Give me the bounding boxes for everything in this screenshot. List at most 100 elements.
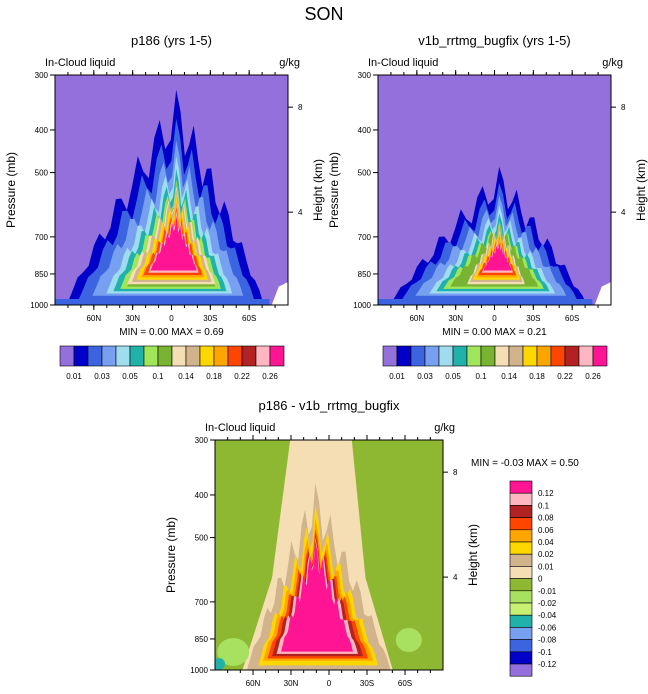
panel-title: p186 - v1b_rrtmg_bugfix [259,398,400,413]
colorbar-swatch [509,553,533,567]
colorbar-label: 0.05 [445,372,461,381]
x-tick-label: 30S [526,314,540,323]
colorbar-swatch [143,345,159,367]
colorbar-label: -0.01 [538,587,557,596]
colorbar-label: 0.01 [538,562,554,571]
colorbar-label: -0.12 [538,660,557,669]
contour-patch [217,638,250,666]
plot-area [215,440,443,670]
x-tick-label: 60S [242,314,256,323]
colorbar-label: 0.05 [122,372,138,381]
boundary-layer-band [378,299,593,305]
colorbar-label: 0.1 [152,372,164,381]
x-tick-label: 30S [360,679,374,688]
colorbar-swatch [509,614,533,628]
colorbar-label: -0.06 [538,623,557,632]
contour-band [483,241,512,271]
colorbar-swatch [199,345,215,367]
y2-tick-label: 8 [453,468,458,477]
colorbar-swatch [424,345,440,367]
surface-mask [271,282,288,305]
colorbar-swatch [115,345,131,367]
colorbar-swatch [157,345,173,367]
y-tick-label: 850 [358,270,372,279]
colorbar-label: 0.22 [557,372,573,381]
colorbar-swatch [509,590,533,604]
panel-left-label: In-Cloud liquid [45,57,115,69]
y-tick-label: 400 [358,126,372,135]
colorbar-swatch [509,627,533,640]
colorbar-swatch [509,492,533,506]
colorbar-swatch [410,345,426,367]
panel-units-label: g/kg [434,422,455,434]
y-tick-label: 1000 [190,666,208,675]
panel-units-label: g/kg [602,57,623,69]
x-tick-label: 30N [448,314,463,323]
colorbar-swatch [550,345,566,367]
y-tick-label: 700 [195,598,209,607]
colorbar-swatch [509,651,533,665]
y-tick-label: 500 [358,169,372,178]
contour-band [281,540,353,652]
y-tick-label: 700 [35,233,49,242]
panel-title: p186 (yrs 1-5) [131,33,212,48]
y-tick-label: 400 [35,126,49,135]
colorbar-swatch [564,345,580,367]
colorbar-label: -0.08 [538,636,557,645]
x-tick-label: 0 [492,314,497,323]
contour-patch [215,658,225,670]
colorbar-label: 0.03 [417,372,433,381]
colorbar-swatch [578,345,594,367]
y-tick-label: 850 [195,635,209,644]
panel-left-label: In-Cloud liquid [368,57,438,69]
colorbar-swatch [185,345,201,367]
x-tick-label: 0 [169,314,174,323]
y-axis-title: Pressure (mb) [327,152,341,228]
y-tick-label: 300 [35,71,49,80]
y-tick-label: 850 [35,270,49,279]
colorbar-swatch [171,345,187,367]
colorbar-swatch [382,345,398,367]
boundary-layer-band [55,299,270,305]
panel-bottom: p186 - v1b_rrtmg_bugfix In-Cloud liquid g/… [164,398,579,688]
contour-patch [395,628,422,652]
x-tick-label: 60N [86,314,101,323]
colorbar-label: 0.02 [538,550,554,559]
colorbar-label: 0.08 [538,514,554,523]
colorbar-label: 0 [538,575,543,584]
panel-top-right: v1b_rrtmg_bugfix (yrs 1-5) In-Cloud liqui… [327,33,648,338]
panels-layer: p186 (yrs 1-5)In-Cloud liquid g/kg3004005… [4,33,648,688]
colorbar-label: 0.01 [66,372,82,381]
y2-tick-label: 4 [621,208,626,217]
colorbar-swatch [438,345,454,367]
plot-area [378,75,611,305]
x-tick-label: 60N [246,679,261,688]
panel-title: v1b_rrtmg_bugfix (yrs 1-5) [418,33,570,48]
x-tick-label: 30N [284,679,299,688]
colorbar-label: 0.18 [206,372,222,381]
x-tick-label: 0 [327,679,332,688]
x-tick-label: 60S [565,314,579,323]
colorbar-swatch [87,345,103,367]
colorbar-label: -0.02 [538,599,557,608]
panel-top-left: p186 (yrs 1-5) In-Cloud liquid g/kg 300 400 5… [4,33,325,338]
colorbar-swatch [129,345,145,367]
y2-tick-label: 4 [453,573,458,582]
y2-axis-title: Height (km) [311,159,325,221]
colorbar-swatch [592,345,608,367]
panel-stats: MIN = 0.00 MAX = 0.21 [442,327,547,338]
colorbar-swatch [509,578,533,592]
page-title: SON [304,4,343,24]
colorbar-swatch [509,480,533,494]
colorbar-swatch [522,345,538,367]
panel-left-label: In-Cloud liquid [205,422,275,434]
colorbar-swatch [509,566,533,579]
x-tick-label: 30N [125,314,140,323]
colorbar-swatch [509,663,533,677]
colorbar-swatch [213,345,229,367]
colorbar-swatch [509,529,533,543]
colorbar-swatch [509,517,533,531]
colorbar-swatch [536,345,552,367]
y-tick-label: 700 [358,233,372,242]
y2-axis-title: Height (km) [634,159,648,221]
